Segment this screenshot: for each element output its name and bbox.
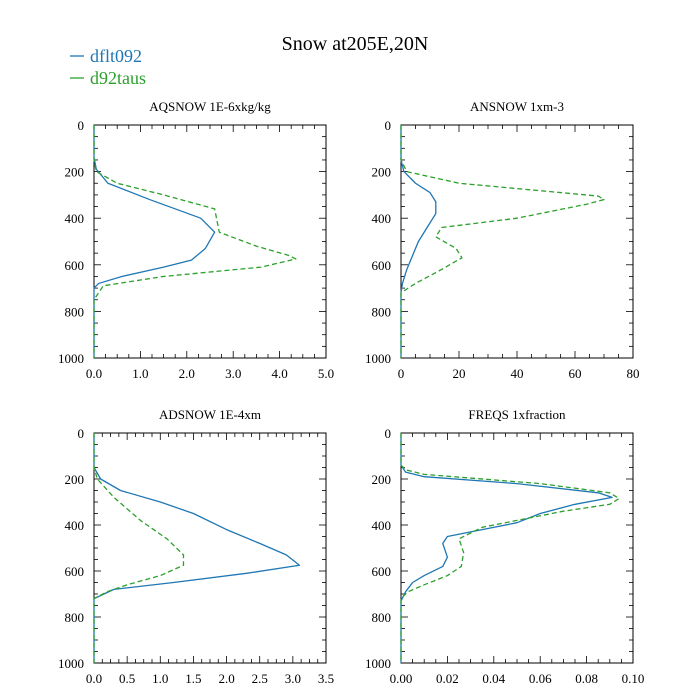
y-tick-label: 600 — [372, 258, 392, 273]
x-tick-label: 2.5 — [252, 671, 268, 686]
panel-title: ADSNOW 1E-4xm — [159, 407, 261, 422]
y-tick-label: 600 — [65, 564, 85, 579]
y-tick-label: 600 — [65, 258, 85, 273]
y-tick-label: 200 — [65, 472, 85, 487]
series-line-d92taus — [93, 125, 297, 358]
y-tick-label: 1000 — [365, 656, 391, 671]
x-tick-label: 60 — [569, 366, 582, 381]
panel-title: ANSNOW 1xm-3 — [470, 99, 564, 114]
x-tick-label: 3.0 — [285, 671, 301, 686]
y-tick-label: 600 — [372, 564, 392, 579]
x-tick-label: 0.0 — [86, 366, 102, 381]
x-tick-label: 1.0 — [132, 366, 148, 381]
series-line-d92taus — [93, 433, 185, 663]
plot-frame — [400, 432, 634, 664]
y-tick-label: 400 — [372, 518, 392, 533]
y-tick-label: 800 — [65, 304, 85, 319]
x-tick-label: 0.02 — [436, 671, 459, 686]
figure-title: Snow at205E,20N — [282, 33, 429, 55]
x-tick-label: 0.08 — [575, 671, 598, 686]
x-tick-label: 1.5 — [185, 671, 201, 686]
x-tick-label: 5.0 — [318, 366, 334, 381]
series-line-dflt092 — [400, 125, 437, 358]
plot-frame — [93, 432, 327, 664]
x-tick-label: 20 — [453, 366, 466, 381]
series-line-dflt092 — [400, 433, 613, 663]
y-tick-label: 400 — [65, 211, 85, 226]
y-tick-label: 0 — [78, 118, 85, 133]
x-tick-label: 0.00 — [390, 671, 413, 686]
legend-label-dflt092: dflt092 — [90, 46, 142, 66]
x-tick-label: 3.0 — [225, 366, 241, 381]
legend-label-d92taus: d92taus — [90, 68, 146, 88]
x-tick-label: 0.04 — [482, 671, 505, 686]
x-tick-label: 0.5 — [119, 671, 135, 686]
y-tick-label: 400 — [372, 211, 392, 226]
y-tick-label: 200 — [372, 472, 392, 487]
y-tick-label: 800 — [65, 610, 85, 625]
panel-title: FREQS 1xfraction — [468, 407, 566, 422]
y-tick-label: 0 — [385, 118, 392, 133]
series-line-d92taus — [400, 125, 605, 358]
x-tick-label: 3.5 — [318, 671, 334, 686]
x-tick-label: 4.0 — [271, 366, 287, 381]
y-tick-label: 1000 — [58, 351, 84, 366]
x-tick-label: 0 — [398, 366, 405, 381]
y-tick-label: 1000 — [365, 351, 391, 366]
x-tick-label: 2.0 — [179, 366, 195, 381]
y-tick-label: 200 — [65, 165, 85, 180]
series-line-dflt092 — [93, 433, 301, 663]
x-tick-label: 2.0 — [218, 671, 234, 686]
y-tick-label: 800 — [372, 610, 392, 625]
x-tick-label: 0.10 — [622, 671, 645, 686]
y-tick-label: 400 — [65, 518, 85, 533]
y-tick-label: 800 — [372, 304, 392, 319]
y-tick-label: 0 — [78, 426, 85, 441]
x-tick-label: 40 — [511, 366, 524, 381]
series-line-d92taus — [400, 433, 620, 663]
series-line-dflt092 — [93, 125, 216, 358]
x-tick-label: 0.06 — [529, 671, 552, 686]
x-tick-label: 1.0 — [152, 671, 168, 686]
y-tick-label: 1000 — [58, 656, 84, 671]
x-tick-label: 0.0 — [86, 671, 102, 686]
y-tick-label: 0 — [385, 426, 392, 441]
x-tick-label: 80 — [627, 366, 640, 381]
y-tick-label: 200 — [372, 165, 392, 180]
plot-frame — [400, 124, 634, 359]
panel-2: ANSNOW 1xm-3 0 200 400 600 800 1000 0 20 40 60 80 — [365, 99, 640, 381]
panel-title: AQSNOW 1E-6xkg/kg — [149, 99, 271, 114]
